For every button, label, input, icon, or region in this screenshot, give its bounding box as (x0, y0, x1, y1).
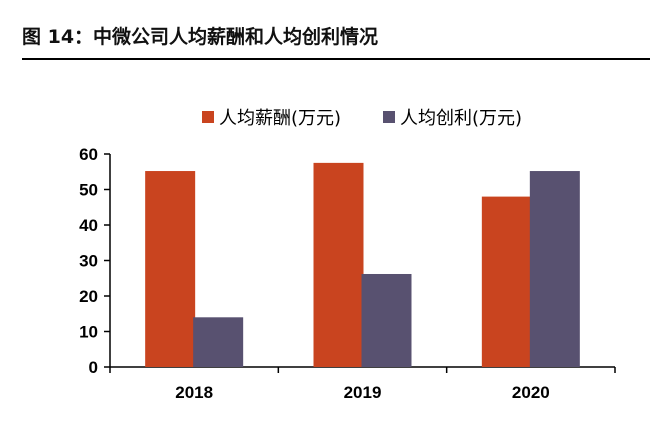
bar-profit-2020 (529, 171, 580, 367)
y-tick-label: 20 (79, 287, 98, 306)
x-tick-label: 2020 (512, 383, 550, 402)
y-tick-label: 40 (79, 216, 98, 235)
bar-profit-2019 (361, 273, 412, 367)
y-tick-label: 10 (79, 323, 98, 342)
y-tick-label: 30 (79, 252, 98, 271)
figure-title: 图 14：中微公司人均薪酬和人均创利情况 (22, 26, 379, 48)
legend: 人均薪酬(万元) 人均创利(万元) (202, 108, 522, 129)
title-rule (22, 58, 650, 60)
bars (145, 162, 580, 367)
bar-salary-2019 (313, 162, 364, 367)
legend-swatch-profit (383, 111, 395, 123)
bar-salary-2020 (481, 196, 532, 367)
y-tick-label: 0 (89, 358, 98, 377)
bar-salary-2018 (145, 171, 196, 367)
x-tick-label: 2019 (344, 383, 382, 402)
tick-labels: 0 10 20 30 40 50 60 2018 2019 2020 (79, 145, 550, 402)
bar-profit-2018 (193, 317, 244, 367)
y-tick-label: 60 (79, 145, 98, 164)
x-tick-label: 2018 (175, 383, 213, 402)
legend-label-salary: 人均薪酬(万元) (219, 108, 341, 129)
legend-label-profit: 人均创利(万元) (400, 108, 522, 129)
y-tick-label: 50 (79, 181, 98, 200)
legend-swatch-salary (202, 111, 214, 123)
